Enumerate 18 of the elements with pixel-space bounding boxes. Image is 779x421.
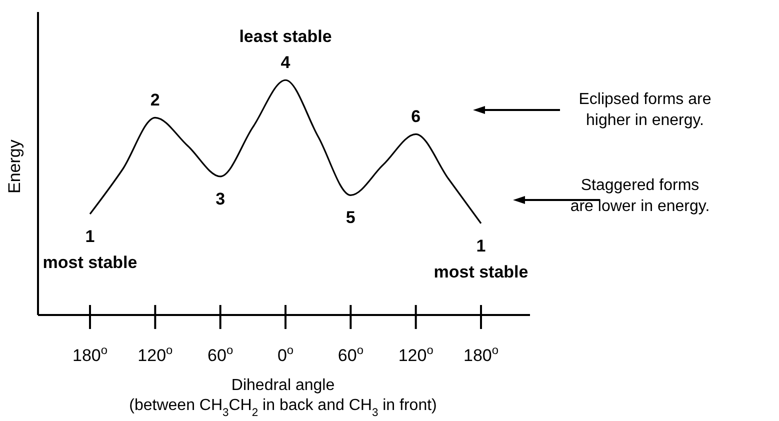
annotation: 1 most stable <box>42 227 138 272</box>
annotation: 3 <box>216 189 226 208</box>
x-tick-label: 60$^{o}$ <box>338 343 364 365</box>
text: Staggered forms are lower in energy. <box>570 177 710 215</box>
x-tick-label: 0$^{o}$ <box>277 343 294 365</box>
x-axis-title: Dihedral angle (between CH$_{3}$CH$_{2}$ in back and CH$_{3}$ in front) <box>129 377 437 419</box>
annotation: 1 most stable <box>434 236 528 282</box>
annotation: 2 <box>150 90 160 110</box>
annotation: 5 <box>346 208 356 228</box>
y-axis-title: Energy <box>5 139 24 194</box>
x-tick-label: 180$^{o}$ <box>464 343 499 365</box>
annotation: 6 <box>411 107 421 126</box>
text: least stable 4 <box>239 27 332 72</box>
text: Eclipsed forms are higher in energy. <box>578 91 712 129</box>
x-tick-label: 120$^{o}$ <box>138 343 174 365</box>
x-tick-label: 120$^{o}$ <box>398 343 434 365</box>
x-tick-label: 180$^{o}$ <box>72 343 108 365</box>
x-tick-label: 60$^{o}$ <box>208 343 234 365</box>
